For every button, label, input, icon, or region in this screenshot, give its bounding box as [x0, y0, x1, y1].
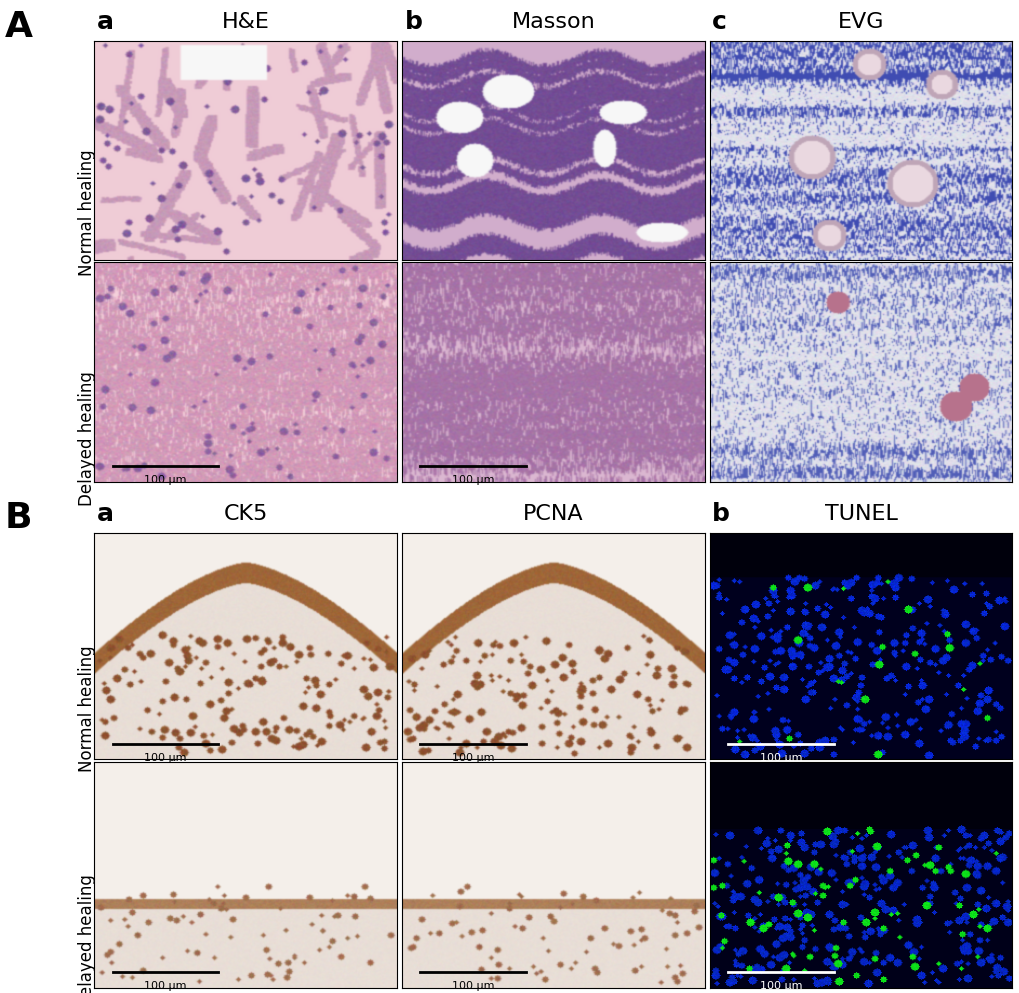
Text: b: b [405, 10, 422, 34]
Text: PCNA: PCNA [523, 503, 583, 523]
Text: Delayed healing: Delayed healing [77, 370, 96, 505]
Text: EVG: EVG [837, 12, 883, 32]
Text: 100 μm: 100 μm [144, 981, 186, 991]
Text: 100 μm: 100 μm [451, 475, 494, 485]
Text: H&E: H&E [221, 12, 269, 32]
Text: a: a [97, 10, 114, 34]
Text: Masson: Masson [511, 12, 595, 32]
Text: 100 μm: 100 μm [759, 753, 801, 763]
Text: Normal healing: Normal healing [77, 149, 96, 276]
Text: 100 μm: 100 μm [144, 475, 186, 485]
Text: 100 μm: 100 μm [451, 753, 494, 763]
Text: B: B [5, 501, 33, 535]
Text: a: a [97, 501, 114, 525]
Text: TUNEL: TUNEL [823, 503, 897, 523]
Text: A: A [5, 10, 33, 44]
Text: b: b [711, 501, 730, 525]
Text: 100 μm: 100 μm [759, 981, 801, 991]
Text: c: c [711, 10, 727, 34]
Text: 100 μm: 100 μm [451, 981, 494, 991]
Text: Normal healing: Normal healing [77, 645, 96, 772]
Text: CK5: CK5 [223, 503, 268, 523]
Text: 100 μm: 100 μm [144, 753, 186, 763]
Text: Delayed healing: Delayed healing [77, 874, 96, 993]
